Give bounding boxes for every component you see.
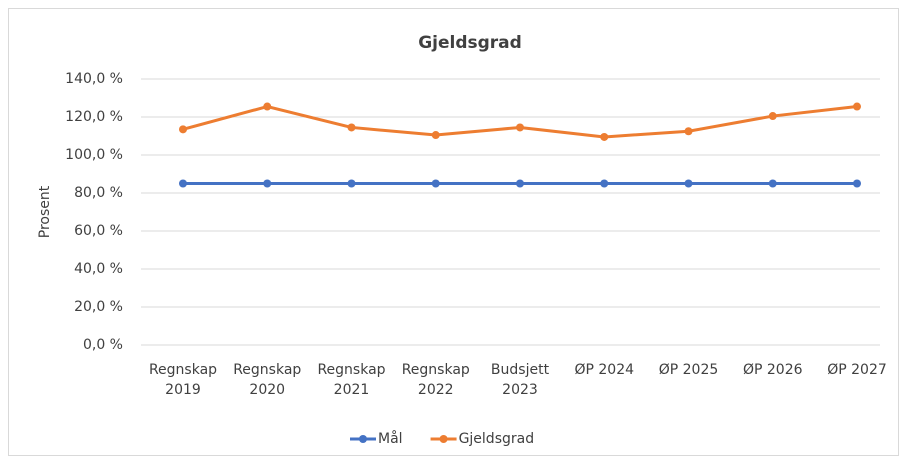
x-tick-label: ØP 2027 — [827, 362, 887, 378]
x-tick-label: ØP 2024 — [574, 362, 635, 378]
data-point — [853, 179, 861, 188]
data-point — [347, 123, 356, 132]
data-point — [516, 123, 524, 132]
x-tick-label: Regnskap 2021 — [317, 362, 386, 398]
data-point — [179, 125, 187, 134]
data-point — [431, 131, 440, 140]
y-tick-label: 80,0 % — [74, 185, 123, 201]
data-point — [684, 127, 693, 136]
data-point — [768, 112, 777, 121]
data-point — [263, 179, 272, 188]
y-tick-label: 20,0 % — [74, 299, 123, 315]
y-tick-label: 40,0 % — [74, 261, 123, 277]
y-tick-label: 120,0 % — [65, 109, 123, 125]
y-tick-label: 140,0 % — [65, 71, 123, 87]
y-tick-label: 60,0 % — [74, 223, 123, 239]
x-tick-label: Regnskap 2019 — [148, 362, 218, 398]
x-tick-label: Regnskap 2022 — [401, 362, 470, 398]
x-tick-label: ØP 2026 — [742, 362, 803, 378]
data-point — [431, 179, 440, 188]
legend-marker — [359, 435, 367, 443]
chart-frame — [8, 8, 899, 456]
y-tick-label: 100,0 % — [65, 147, 123, 163]
data-point — [347, 179, 356, 188]
legend-label: Gjeldsgrad — [459, 431, 535, 447]
data-point — [600, 179, 609, 188]
y-axis-title: Prosent — [37, 185, 53, 238]
data-point — [600, 132, 609, 141]
y-tick-label: 0,0 % — [83, 337, 123, 353]
legend-label: Mål — [378, 430, 403, 447]
data-point — [179, 179, 187, 188]
data-point — [263, 102, 272, 111]
data-point — [768, 179, 777, 188]
x-tick-label: ØP 2025 — [658, 362, 719, 378]
chart-title: Gjeldsgrad — [418, 33, 522, 53]
data-point — [684, 179, 693, 188]
legend-marker — [439, 435, 448, 443]
data-point — [516, 179, 524, 188]
data-point — [853, 102, 861, 111]
x-tick-label: Regnskap 2020 — [233, 362, 302, 398]
x-tick-label: Budsjett 2023 — [490, 362, 550, 398]
